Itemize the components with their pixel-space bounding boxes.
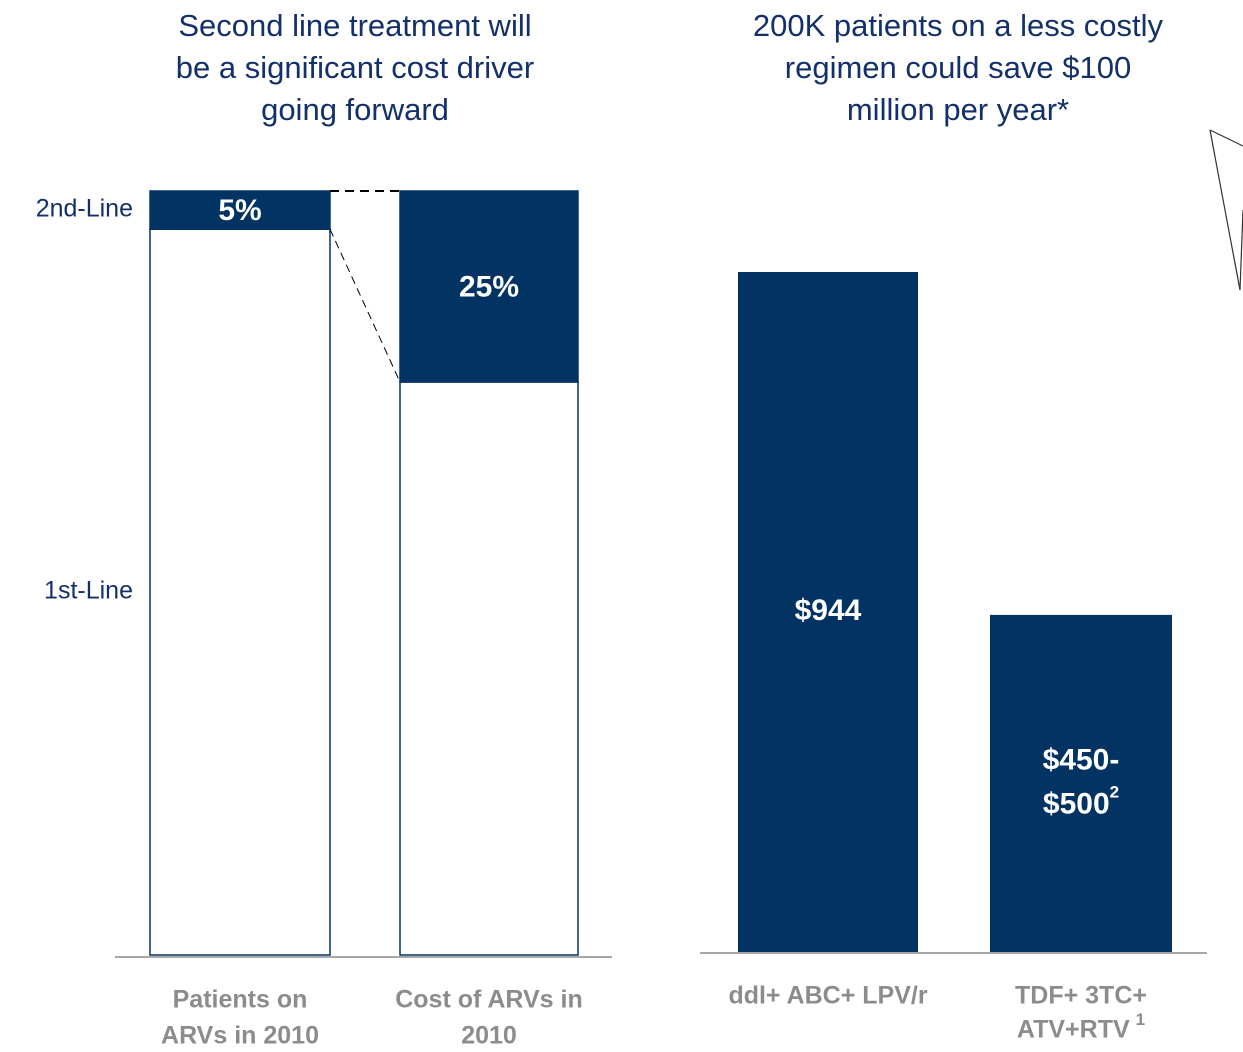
bar-segment: [149, 190, 331, 230]
bar: [990, 614, 1172, 952]
bar-segment: [399, 190, 579, 383]
x-tick-label: ddl+ ABC+ LPV/r: [728, 982, 927, 1010]
x-tick-label: Cost of ARVs in: [395, 986, 583, 1014]
connector: [329, 228, 401, 383]
bar-segment: [399, 381, 579, 956]
chart-title: regimen could save $100: [785, 50, 1131, 85]
x-tick-label: TDF+ 3TC+: [1015, 982, 1147, 1010]
x-tick-label: ARVs in 2010: [161, 1022, 319, 1050]
chart-title: going forward: [261, 92, 449, 127]
callout-edge: [1209, 129, 1243, 147]
value-label: $450-$5002: [1043, 743, 1120, 820]
legend-label: 2nd-Line: [36, 195, 133, 223]
chart-title: be a significant cost driver: [176, 50, 534, 85]
callout-edge: [1209, 129, 1241, 291]
chart-title: million per year*: [847, 92, 1069, 127]
legend-label: 1st-Line: [44, 577, 133, 605]
x-tick-label: ATV+RTV 1: [1017, 1010, 1145, 1043]
x-tick-label: Patients on: [173, 986, 308, 1014]
chart-title: Second line treatment will: [178, 8, 531, 43]
value-label: 25%: [459, 270, 519, 303]
value-label: 5%: [218, 194, 261, 227]
bar: [738, 272, 918, 952]
value-label: $944: [795, 594, 862, 627]
bar-segment: [149, 228, 331, 956]
x-tick-label: 2010: [461, 1022, 517, 1050]
chart-title: 200K patients on a less costly: [753, 8, 1164, 43]
